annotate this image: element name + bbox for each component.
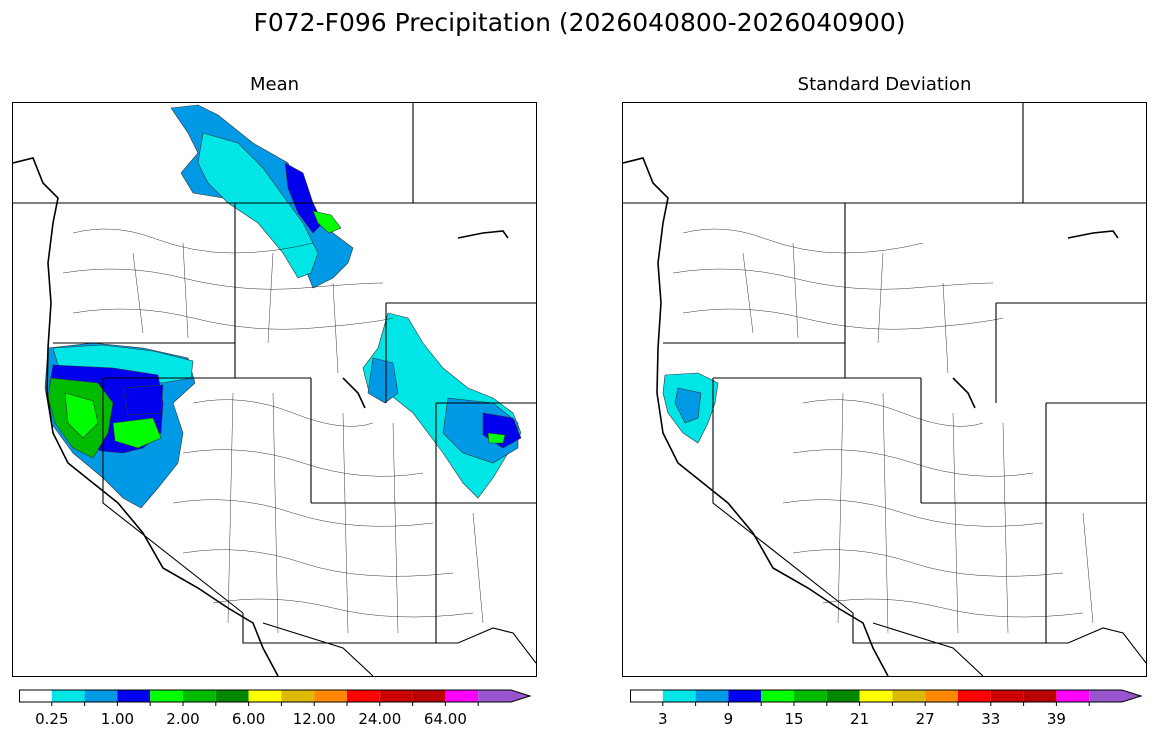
colorbar-tick-label: 0.25 bbox=[35, 710, 69, 728]
colorbar-tick-label: 12.00 bbox=[292, 710, 336, 728]
mean-colorbar bbox=[19, 689, 531, 706]
mean-panel-title: Mean bbox=[249, 74, 300, 95]
stddev-colorbar-labels: 3 9 15 21 27 33 39 bbox=[630, 710, 1142, 730]
colorbar-swatch bbox=[19, 690, 52, 702]
colorbar-tick-label: 64.00 bbox=[423, 710, 467, 728]
colorbar-swatch bbox=[51, 690, 85, 702]
mean-colorbar-labels: 0.25 1.00 2.00 6.00 12.00 24.00 64.00 bbox=[19, 710, 531, 730]
colorbar-swatch bbox=[445, 690, 479, 702]
colorbar-swatch bbox=[347, 690, 380, 702]
stddev-map bbox=[622, 102, 1147, 677]
stddev-shading bbox=[662, 372, 719, 444]
colorbar-swatch bbox=[826, 690, 860, 702]
colorbar-tick-label: 3 bbox=[658, 710, 668, 728]
colorbar-tick-label: 21 bbox=[850, 710, 870, 728]
stddev-panel-title: Standard Deviation bbox=[797, 74, 972, 95]
colorbar-tick-label: 39 bbox=[1046, 710, 1066, 728]
colorbar-swatch bbox=[215, 690, 249, 702]
colorbar-swatch bbox=[117, 690, 151, 702]
colorbar-swatch bbox=[84, 690, 118, 702]
stddev-coastline bbox=[623, 157, 1119, 676]
colorbar-tick-label: 27 bbox=[915, 710, 935, 728]
colorbar-swatch bbox=[1023, 690, 1057, 702]
colorbar-swatch bbox=[662, 690, 696, 702]
colorbar-swatch bbox=[695, 690, 729, 702]
colorbar-swatch bbox=[859, 690, 893, 702]
stddev-colorbar bbox=[630, 689, 1142, 706]
colorbar-swatch bbox=[281, 690, 315, 702]
colorbar-tick-label: 24.00 bbox=[358, 710, 402, 728]
colorbar-swatch bbox=[314, 690, 347, 702]
colorbar-swatch bbox=[150, 690, 183, 702]
colorbar-swatch bbox=[794, 690, 827, 702]
colorbar-swatch bbox=[248, 690, 282, 702]
colorbar-tick-label: 15 bbox=[784, 710, 804, 728]
colorbar-tick-label: 2.00 bbox=[166, 710, 200, 728]
colorbar-swatch bbox=[990, 690, 1024, 702]
colorbar-swatch bbox=[728, 690, 762, 702]
mean-boundaries bbox=[13, 103, 536, 676]
stddev-watershed-outlines bbox=[672, 228, 1094, 634]
colorbar-swatch bbox=[630, 690, 663, 702]
colorbar-tick-label: 33 bbox=[981, 710, 1001, 728]
colorbar-swatch bbox=[478, 690, 530, 702]
stddev-boundaries bbox=[623, 103, 1146, 676]
colorbar-swatch bbox=[761, 690, 794, 702]
colorbar-swatch bbox=[892, 690, 926, 702]
colorbar-outline bbox=[19, 689, 531, 703]
mean-coastline bbox=[13, 157, 509, 676]
colorbar-swatch bbox=[958, 690, 991, 702]
colorbar-swatch bbox=[1056, 690, 1090, 702]
mean-precip-shading bbox=[44, 104, 522, 509]
figure-title: F072-F096 Precipitation (2026040800-2026… bbox=[253, 8, 906, 37]
colorbar-swatch bbox=[379, 690, 413, 702]
colorbar-swatch bbox=[1089, 690, 1141, 702]
colorbar-tick-label: 1.00 bbox=[100, 710, 135, 728]
mean-map bbox=[12, 102, 537, 677]
colorbar-tick-label: 6.00 bbox=[231, 710, 266, 728]
colorbar-tick-label: 9 bbox=[723, 710, 734, 728]
colorbar-outline bbox=[630, 689, 1142, 703]
mean-watershed-outlines bbox=[62, 228, 484, 634]
colorbar-swatch bbox=[412, 690, 446, 702]
colorbar-swatch bbox=[183, 690, 216, 702]
colorbar-swatch bbox=[925, 690, 958, 702]
